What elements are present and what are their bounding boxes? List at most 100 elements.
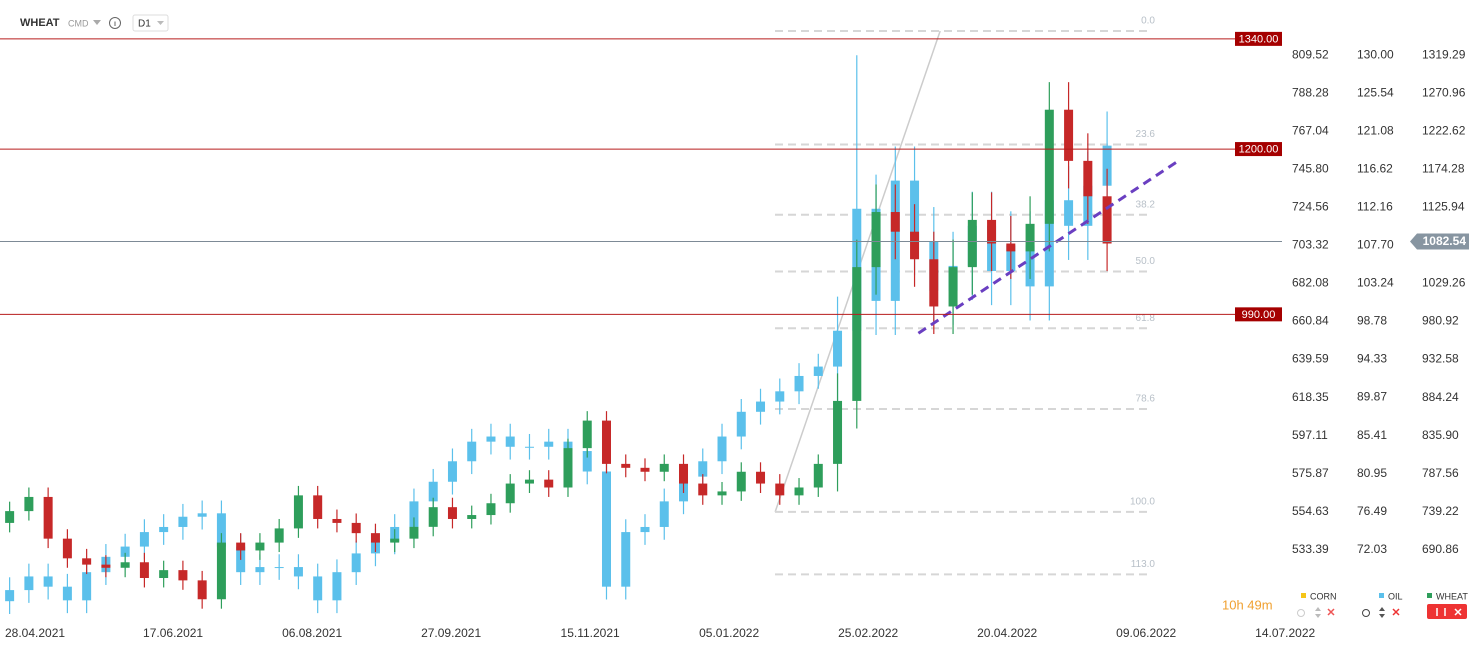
y-tick-label: 85.41: [1357, 428, 1387, 442]
price-level-label: 1340.00: [1239, 33, 1279, 45]
wheat-controls[interactable]: [1427, 604, 1467, 619]
candle-body: [813, 366, 823, 376]
y-tick-label: 703.32: [1292, 238, 1329, 252]
y-tick-label: 112.16: [1357, 200, 1393, 214]
candle-body: [216, 542, 226, 600]
y-tick-label: 107.70: [1357, 238, 1394, 252]
candle-body: [756, 471, 766, 484]
eye-icon[interactable]: [1297, 609, 1305, 617]
candle-body: [428, 481, 438, 502]
candle-body: [467, 515, 477, 519]
symbol[interactable]: WHEAT: [20, 17, 60, 29]
y-tick-label: 835.90: [1422, 428, 1459, 442]
candle-body: [852, 267, 862, 401]
interval-arrow: [157, 21, 164, 25]
candle-body: [82, 572, 92, 601]
candle-body: [120, 546, 130, 557]
candle-body: [736, 411, 746, 437]
market: CMD: [68, 18, 89, 28]
candle-body: [833, 330, 843, 367]
y-tick-label: 884.24: [1422, 390, 1459, 404]
candle-body: [582, 420, 592, 449]
y-tick-label: 788.28: [1292, 85, 1329, 99]
plot-area: [5, 30, 1180, 614]
y-tick-label: 639.59: [1292, 352, 1329, 366]
candle-body: [447, 507, 457, 519]
candle-body: [736, 471, 746, 492]
y-tick-label: 575.87: [1292, 466, 1329, 480]
dropdown-arrow[interactable]: [93, 20, 101, 25]
candle-body: [486, 436, 496, 442]
candle-body: [24, 576, 34, 591]
candle-body: [370, 533, 380, 543]
candle-body: [698, 483, 708, 496]
x-tick-label: 20.04.2022: [977, 626, 1037, 640]
candle-body: [679, 463, 689, 484]
candle-body: [794, 487, 804, 496]
order-icon[interactable]: [1315, 607, 1321, 618]
x-tick-label: 15.11.2021: [561, 626, 620, 640]
legend-label: OIL: [1388, 591, 1403, 601]
candle-body: [293, 567, 303, 577]
last-price-label: 1082.54: [1423, 234, 1467, 248]
candle-body: [1006, 243, 1016, 252]
y-tick-label: 554.63: [1292, 504, 1329, 518]
candle-body: [967, 219, 977, 268]
candle-body: [813, 463, 823, 488]
candle-body: [5, 590, 15, 602]
candle-body: [544, 479, 554, 488]
y-tick-label: 1174.28: [1422, 161, 1465, 175]
candle-body: [43, 496, 53, 539]
remove-icon[interactable]: [1392, 608, 1400, 616]
candle-body: [43, 576, 53, 587]
candle-body: [467, 441, 477, 462]
candle-body: [178, 516, 188, 527]
y-tick-label: 1270.96: [1422, 85, 1466, 99]
candle-body: [987, 219, 997, 244]
candle-body: [659, 501, 669, 527]
candle-body: [601, 420, 611, 464]
candle-body: [236, 542, 246, 551]
fib-label: 38.2: [1136, 199, 1156, 210]
y-tick-label: 98.78: [1357, 314, 1387, 328]
candle-body: [524, 479, 534, 484]
legend-swatch: [1301, 593, 1306, 598]
y-tick-label: 121.08: [1357, 123, 1394, 137]
candle-body: [1083, 160, 1093, 197]
x-tick-label: 28.04.2021: [5, 626, 65, 640]
legend-label: WHEAT: [1436, 591, 1468, 601]
y-tick-label: 116.62: [1357, 162, 1393, 176]
y-tick-label: 809.52: [1292, 47, 1329, 61]
candle-body: [756, 401, 766, 412]
candle-body: [640, 467, 650, 472]
remove-icon[interactable]: [1327, 608, 1335, 616]
interval-box[interactable]: [132, 14, 169, 32]
price-level-label: 1200.00: [1239, 143, 1279, 155]
fib-label: 61.8: [1136, 313, 1156, 324]
candle-body: [197, 580, 207, 600]
candle-body: [640, 526, 650, 533]
candle-body: [62, 538, 72, 559]
candle-body: [274, 567, 284, 569]
candle-body: [197, 513, 207, 517]
y-tick-label: 72.03: [1357, 542, 1387, 556]
legend-swatch: [1379, 593, 1384, 598]
y-tick-label: 1319.29: [1422, 47, 1466, 61]
x-tick-label: 27.09.2021: [421, 626, 481, 640]
y-tick-label: 739.22: [1422, 504, 1459, 518]
candle-body: [24, 496, 34, 512]
eye-icon[interactable]: [1362, 609, 1370, 617]
x-tick-label: 09.06.2022: [1116, 626, 1176, 640]
fib-label: 0.0: [1141, 16, 1155, 27]
x-tick-label: 06.08.2021: [282, 626, 342, 640]
fib-label: 113.0: [1131, 559, 1156, 570]
price-level-tag: [1235, 142, 1282, 157]
candle-body: [101, 564, 111, 568]
y-tick-label: 125.54: [1357, 85, 1394, 99]
info-icon[interactable]: [109, 17, 121, 29]
fib-label: 50.0: [1136, 256, 1156, 267]
candle-body: [698, 461, 708, 477]
candle-body: [332, 572, 342, 601]
order-icon[interactable]: [1379, 607, 1385, 618]
candle-body: [351, 522, 361, 534]
